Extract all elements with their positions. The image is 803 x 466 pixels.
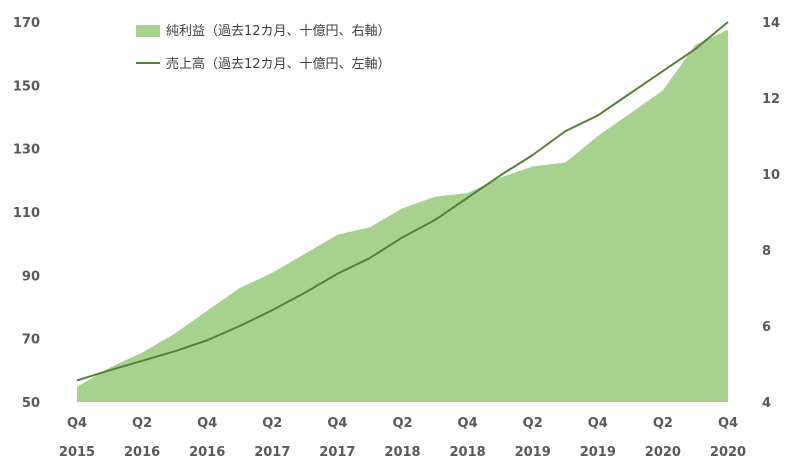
y-left-tick-label: 50 — [22, 396, 40, 411]
x-tick-year-label: 2017 — [319, 445, 355, 460]
x-tick-year-label: 2016 — [189, 445, 225, 460]
x-tick-year-label: 2020 — [645, 445, 681, 460]
y-left-tick-label: 90 — [22, 269, 40, 284]
x-tick-quarter-label: Q2 — [392, 416, 412, 431]
x-tick-year-label: 2015 — [59, 445, 95, 460]
x-tick-year-label: 2016 — [124, 445, 160, 460]
x-axis: Q4 2015 Q2 2016 Q4 2016 Q2 2017 Q4 2017 Q2 2018 Q4 20… — [59, 416, 746, 460]
y-left-tick-label: 110 — [13, 206, 40, 221]
x-tick-year-label: 2017 — [254, 445, 290, 460]
legend-swatch-net-income — [136, 25, 160, 37]
y-right-tick-label: 8 — [762, 244, 771, 259]
legend-label-net-income: 純利益（過去12カ月、十億円、右軸） — [166, 23, 391, 39]
legend-label-revenue: 売上高（過去12カ月、十億円、左軸） — [166, 56, 391, 72]
x-tick-year-label: 2018 — [384, 445, 420, 460]
x-tick-year-label: 2019 — [515, 445, 551, 460]
x-tick-quarter-label: Q2 — [132, 416, 152, 431]
x-tick-year-label: 2019 — [580, 445, 616, 460]
y-right-tick-label: 10 — [762, 168, 780, 183]
x-tick-quarter-label: Q2 — [262, 416, 282, 431]
x-tick-quarter-label: Q4 — [327, 416, 347, 431]
y-right-tick-label: 6 — [762, 320, 771, 335]
x-tick-quarter-label: Q4 — [197, 416, 217, 431]
y-axis-right: 14 12 10 8 6 4 — [762, 16, 780, 411]
x-tick-quarter-label: Q2 — [523, 416, 543, 431]
y-left-tick-label: 150 — [13, 79, 40, 94]
x-tick-year-label: 2020 — [710, 445, 746, 460]
area-series-net-income — [77, 29, 728, 402]
x-tick-quarter-label: Q4 — [67, 416, 87, 431]
plot-area — [76, 21, 729, 402]
y-left-tick-label: 70 — [22, 333, 40, 348]
x-tick-quarter-label: Q4 — [588, 416, 608, 431]
y-right-tick-label: 14 — [762, 16, 780, 31]
y-left-tick-label: 130 — [13, 143, 40, 158]
y-left-tick-label: 170 — [13, 16, 40, 31]
x-tick-year-label: 2018 — [450, 445, 486, 460]
y-axis-left: 170 150 130 110 90 70 50 — [13, 16, 40, 411]
legend: 純利益（過去12カ月、十億円、右軸） 売上高（過去12カ月、十億円、左軸） — [136, 23, 391, 72]
x-tick-quarter-label: Q4 — [718, 416, 738, 431]
y-right-tick-label: 4 — [762, 396, 771, 411]
x-tick-quarter-label: Q2 — [653, 416, 673, 431]
x-tick-quarter-label: Q4 — [458, 416, 478, 431]
line-series-revenue — [76, 21, 729, 382]
y-right-tick-label: 12 — [762, 92, 780, 107]
